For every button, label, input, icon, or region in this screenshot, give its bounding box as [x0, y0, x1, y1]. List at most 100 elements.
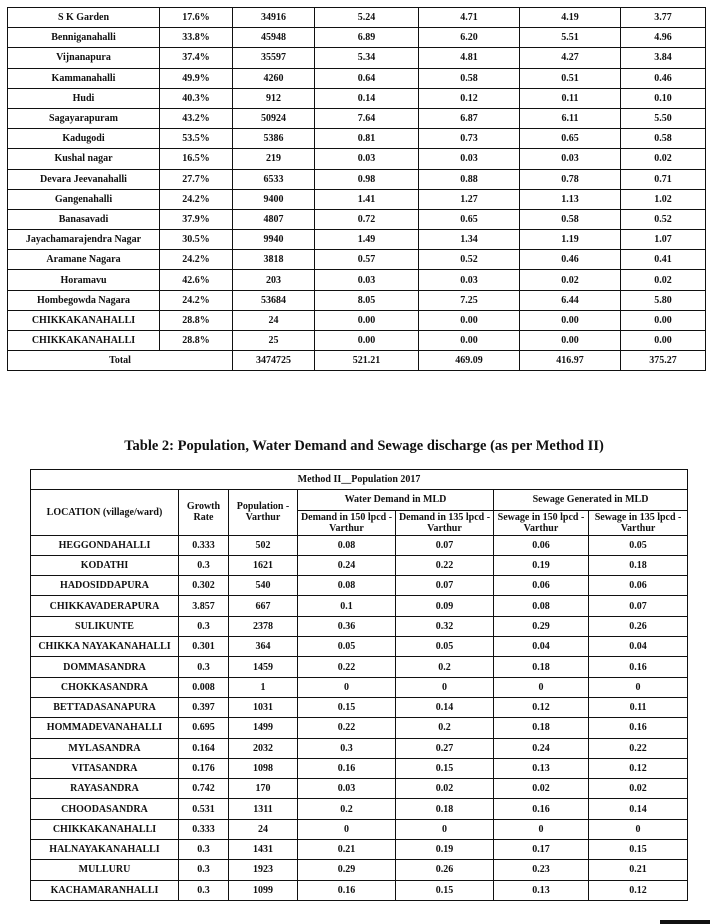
- location-cell: Hudi: [7, 87, 160, 109]
- value-cell: 0.15: [395, 757, 494, 780]
- value-cell: 6533: [232, 168, 315, 190]
- column-header-population: Population - Varthur: [228, 489, 298, 536]
- value-cell: 0.13: [493, 879, 589, 901]
- value-cell: 0.695: [178, 717, 229, 739]
- value-cell: 0.03: [418, 148, 520, 170]
- value-cell: 6.89: [314, 27, 419, 49]
- table-row: Kadugodi 53.5% 5386 0.81 0.73 0.65 0.58: [7, 128, 706, 150]
- value-cell: 35597: [232, 47, 315, 69]
- table-row: CHIKKAKANAHALLI 0.333 24 0 0 0 0: [30, 818, 689, 841]
- value-cell: 0.11: [587, 696, 689, 719]
- value-cell: 0.14: [587, 798, 689, 820]
- value-cell: 203: [232, 269, 315, 291]
- location-cell: KACHAMARANHALLI: [30, 879, 179, 901]
- value-cell: 0.18: [493, 656, 589, 678]
- value-cell: 0: [493, 818, 589, 841]
- location-cell: Vijnanapura: [7, 47, 160, 69]
- value-cell: 0.10: [620, 87, 706, 109]
- table-row: HADOSIDDAPURA 0.302 540 0.08 0.07 0.06 0.06: [30, 575, 689, 597]
- value-cell: 0.742: [178, 778, 229, 800]
- value-cell: 5.24: [314, 6, 419, 29]
- column-header-sewage-150: Sewage in 150 lpcd - Varthur: [493, 509, 589, 536]
- value-cell: 0.333: [178, 818, 229, 841]
- value-cell: 0.81: [314, 128, 419, 150]
- value-cell: 0.00: [314, 329, 419, 352]
- value-cell: 0.57: [314, 249, 419, 271]
- value-cell: 0.24: [493, 737, 589, 759]
- location-cell: HOMMADEVANAHALLI: [30, 717, 179, 739]
- total-value-cell: 375.27: [620, 350, 706, 372]
- table-row: VITASANDRA 0.176 1098 0.16 0.15 0.13 0.12: [30, 757, 689, 780]
- value-cell: 0.71: [620, 168, 706, 190]
- value-cell: 0.04: [587, 636, 689, 658]
- table-row: Devara Jeevanahalli 27.7% 6533 0.98 0.88 0.78…: [7, 168, 706, 190]
- value-cell: 0.302: [178, 575, 229, 597]
- value-cell: 1.19: [519, 229, 621, 251]
- value-cell: 0.58: [519, 208, 621, 231]
- total-value-cell: 521.21: [314, 350, 419, 372]
- value-cell: 28.8%: [159, 309, 233, 332]
- value-cell: 4.81: [418, 47, 520, 69]
- value-cell: 6.20: [418, 27, 520, 49]
- value-cell: 0.15: [297, 696, 396, 719]
- location-cell: CHOKKASANDRA: [30, 676, 179, 698]
- value-cell: 0.02: [587, 778, 689, 800]
- value-cell: 0.23: [493, 859, 589, 881]
- location-cell: Gangenahalli: [7, 188, 160, 210]
- value-cell: 3.857: [178, 595, 229, 617]
- table-row: CHOKKASANDRA 0.008 1 0 0 0 0: [30, 676, 689, 698]
- value-cell: 28.8%: [159, 329, 233, 352]
- table-row: CHIKKAKANAHALLI 28.8% 25 0.00 0.00 0.00 0.00: [7, 329, 706, 352]
- location-cell: Banasavadi: [7, 208, 160, 231]
- column-header-demand-135: Demand in 135 lpcd - Varthur: [395, 509, 494, 536]
- value-cell: 0.65: [519, 128, 621, 150]
- value-cell: 0.52: [418, 249, 520, 271]
- value-cell: 0.02: [519, 269, 621, 291]
- value-cell: 0.08: [297, 534, 396, 556]
- value-cell: 7.25: [418, 289, 520, 311]
- location-cell: HEGGONDAHALLI: [30, 534, 179, 556]
- table-row: KACHAMARANHALLI 0.3 1099 0.16 0.15 0.13 0.12: [30, 879, 689, 901]
- value-cell: 9400: [232, 188, 315, 210]
- value-cell: 25: [232, 329, 315, 352]
- table-row: CHIKKA NAYAKANAHALLI 0.301 364 0.05 0.05 0.04…: [30, 636, 689, 658]
- location-cell: MYLASANDRA: [30, 737, 179, 759]
- location-cell: CHIKKAKANAHALLI: [7, 309, 160, 332]
- total-label: Total: [7, 350, 233, 372]
- value-cell: 170: [228, 778, 298, 800]
- value-cell: 8.05: [314, 289, 419, 311]
- value-cell: 1.49: [314, 229, 419, 251]
- value-cell: 0.52: [620, 208, 706, 231]
- value-cell: 2032: [228, 737, 298, 759]
- value-cell: 912: [232, 87, 315, 109]
- value-cell: 502: [228, 534, 298, 556]
- value-cell: 27.7%: [159, 168, 233, 190]
- value-cell: 0.26: [395, 859, 494, 881]
- location-cell: HALNAYAKANAHALLI: [30, 839, 179, 861]
- value-cell: 0.15: [587, 839, 689, 861]
- value-cell: 1: [228, 676, 298, 698]
- value-cell: 0.00: [418, 329, 520, 352]
- value-cell: 0.22: [587, 737, 689, 759]
- value-cell: 0: [493, 676, 589, 698]
- table-row: HEGGONDAHALLI 0.333 502 0.08 0.07 0.06 0.05: [30, 534, 689, 556]
- value-cell: 0.05: [297, 636, 396, 658]
- value-cell: 34916: [232, 6, 315, 29]
- value-cell: 1098: [228, 757, 298, 780]
- table-row: KODATHI 0.3 1621 0.24 0.22 0.19 0.18: [30, 554, 689, 577]
- column-header-sewage-135: Sewage in 135 lpcd - Varthur: [587, 509, 689, 536]
- value-cell: 1.13: [519, 188, 621, 210]
- value-cell: 4.96: [620, 27, 706, 49]
- column-header-demand-150: Demand in 150 lpcd - Varthur: [297, 509, 396, 536]
- value-cell: 24.2%: [159, 289, 233, 311]
- table-row: Banasavadi 37.9% 4807 0.72 0.65 0.58 0.52: [7, 208, 706, 231]
- value-cell: 24: [228, 818, 298, 841]
- location-cell: CHIKKAKANAHALLI: [30, 818, 179, 841]
- value-cell: 1621: [228, 554, 298, 577]
- value-cell: 53.5%: [159, 128, 233, 150]
- value-cell: 0.05: [395, 636, 494, 658]
- location-cell: Kammanahalli: [7, 67, 160, 89]
- table-row: HALNAYAKANAHALLI 0.3 1431 0.21 0.19 0.17 0.15: [30, 839, 689, 861]
- value-cell: 0.12: [587, 757, 689, 780]
- value-cell: 1.34: [418, 229, 520, 251]
